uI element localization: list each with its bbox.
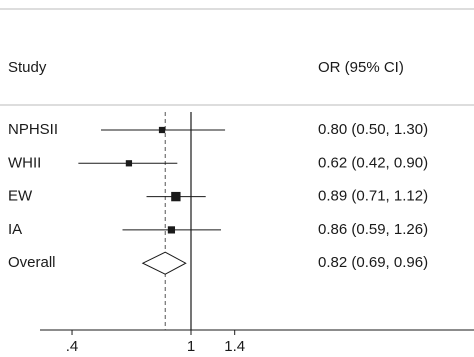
column-header: Study	[8, 59, 47, 76]
column-header: OR (95% CI)	[318, 59, 404, 76]
x-tick-label: 1.4	[224, 338, 245, 355]
overall-diamond	[141, 251, 187, 275]
study-box	[167, 226, 176, 234]
study-label: WHII	[8, 154, 41, 171]
or-label: 0.86 (0.59, 1.26)	[318, 221, 428, 238]
or-label: 0.80 (0.50, 1.30)	[318, 121, 428, 138]
study-label: Overall	[8, 254, 56, 271]
study-label: NPHSII	[8, 121, 58, 138]
x-tick-label: 1	[187, 338, 195, 355]
or-label: 0.89 (0.71, 1.12)	[318, 188, 428, 205]
x-tick-label: .4	[66, 338, 79, 355]
study-label: IA	[8, 221, 22, 238]
study-box	[125, 160, 133, 167]
study-box	[171, 191, 181, 202]
or-label: 0.62 (0.42, 0.90)	[318, 154, 428, 171]
study-box	[158, 126, 166, 134]
or-label: 0.82 (0.69, 0.96)	[318, 254, 428, 271]
study-label: EW	[8, 188, 33, 205]
